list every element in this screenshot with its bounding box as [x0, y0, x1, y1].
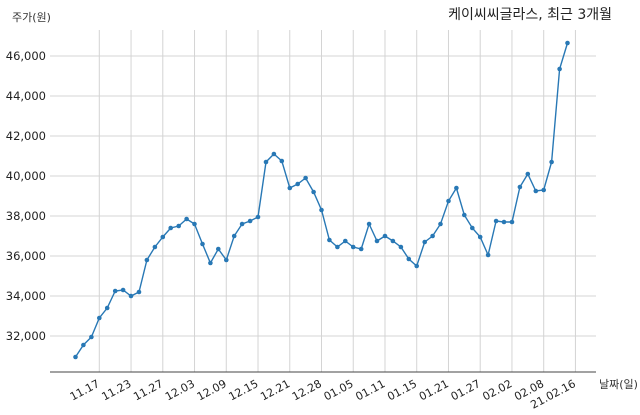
data-point: [327, 237, 332, 243]
data-point: [477, 234, 483, 240]
data-point: [454, 185, 459, 191]
data-point: [224, 257, 229, 263]
data-point: [152, 244, 158, 250]
data-point: [255, 214, 261, 220]
data-point: [279, 158, 285, 164]
x-tick-labels: 11.1711.2311.2712.0312.0912.1512.2112.28…: [68, 377, 578, 411]
data-point: [89, 334, 94, 340]
data-point: [231, 233, 237, 239]
y-tick-label: 34,000: [6, 289, 46, 303]
data-point: [557, 66, 562, 72]
data-point: [374, 238, 380, 244]
data-point: [319, 207, 324, 213]
data-point: [216, 246, 221, 252]
x-tick-label: 12.15: [227, 377, 261, 403]
data-point: [128, 293, 134, 299]
data-point: [200, 241, 205, 247]
data-point: [247, 218, 253, 224]
x-tick-label: 11.23: [100, 377, 134, 403]
data-point: [493, 218, 499, 224]
data-point: [390, 238, 396, 244]
y-tick-labels: 32,000 34,000 36,000 38,000 40,000 42,000 44,0…: [6, 49, 46, 343]
data-point: [525, 171, 531, 177]
data-point: [303, 175, 308, 181]
y-tick-label: 36,000: [6, 249, 46, 263]
data-point: [104, 305, 110, 311]
data-point: [430, 233, 435, 239]
x-tick-label: 12.03: [163, 377, 197, 403]
data-point: [541, 187, 546, 193]
x-tick-label: 01.15: [385, 377, 419, 403]
data-point: [366, 221, 372, 227]
data-point: [422, 239, 428, 245]
data-point: [509, 219, 515, 225]
data-point: [382, 233, 388, 239]
y-tick-label: 32,000: [6, 329, 46, 343]
x-tick-label: 11.27: [131, 377, 165, 403]
y-tick-label: 40,000: [6, 169, 46, 183]
data-point: [208, 260, 213, 266]
data-point: [112, 288, 118, 294]
data-point: [406, 256, 412, 262]
data-point: [343, 238, 348, 244]
data-point: [485, 252, 491, 258]
x-tick-label: 01.21: [417, 377, 451, 403]
x-tick-label: 12.21: [258, 377, 292, 403]
data-point: [120, 287, 126, 293]
data-point: [358, 246, 364, 252]
data-point: [192, 221, 197, 227]
data-point: [239, 221, 245, 227]
data-point: [73, 354, 78, 360]
price-series: [73, 40, 570, 360]
y-axis-label: 주가(원): [12, 11, 51, 24]
data-point: [295, 181, 301, 187]
x-tick-label: 12.28: [290, 377, 324, 403]
x-tick-label: 01.11: [353, 377, 387, 403]
x-tick-label: 12.09: [195, 377, 229, 403]
x-tick-label: 02.02: [480, 377, 514, 403]
data-point: [160, 234, 166, 240]
x-axis-label: 날짜(일): [599, 377, 638, 391]
data-point: [462, 212, 467, 218]
data-point: [271, 151, 277, 157]
chart-title: 케이씨씨글라스, 최근 3개월: [448, 7, 612, 23]
data-point: [517, 184, 523, 190]
gridlines: [50, 30, 596, 372]
data-point: [144, 257, 150, 263]
y-tick-label: 46,000: [6, 49, 46, 63]
data-point: [501, 219, 507, 225]
data-point: [533, 188, 539, 194]
data-point: [350, 244, 356, 250]
x-tick-label: 01.27: [449, 377, 483, 403]
data-point: [176, 223, 181, 229]
data-point: [438, 221, 443, 227]
y-tick-label: 44,000: [6, 89, 46, 103]
data-point: [470, 225, 475, 231]
data-point: [97, 315, 102, 321]
data-point: [168, 225, 173, 231]
data-point: [565, 40, 570, 46]
data-point: [263, 159, 269, 165]
data-point: [184, 216, 189, 222]
data-point: [414, 263, 420, 269]
data-point: [335, 244, 340, 250]
data-point: [287, 185, 293, 191]
data-point: [446, 198, 451, 204]
y-tick-label: 38,000: [6, 209, 46, 223]
y-tick-label: 42,000: [6, 129, 46, 143]
data-point: [81, 342, 86, 348]
data-point: [311, 189, 316, 195]
x-tick-label: 11.17: [68, 377, 102, 403]
data-point: [549, 159, 554, 165]
data-point: [398, 244, 404, 250]
x-tick-label: 01.05: [322, 377, 356, 403]
data-point: [136, 289, 142, 295]
